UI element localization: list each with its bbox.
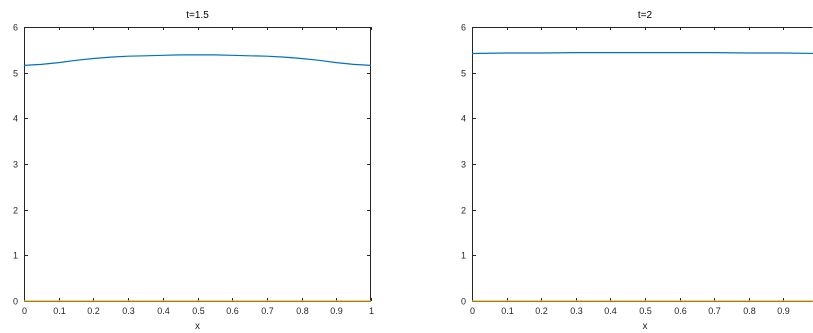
- x-tick-label: 0.8: [743, 306, 756, 316]
- y-tick-label: 3: [13, 160, 18, 170]
- x-tick-label: 0.2: [87, 306, 100, 316]
- x-tick-label: 0: [22, 306, 27, 316]
- y-tick-label: 0: [461, 297, 466, 307]
- y-tick-label: 1: [13, 251, 18, 261]
- x-tick-label: 0.9: [777, 306, 790, 316]
- y-tick-label: 4: [461, 114, 466, 124]
- x-tick-label: 0.5: [639, 306, 652, 316]
- x-tick-label: 0.4: [157, 306, 170, 316]
- series-group: [472, 51, 813, 302]
- x-tick-label: 0.9: [330, 306, 343, 316]
- x-axis-label: x: [643, 321, 648, 332]
- chart-title: t=1.5: [186, 10, 209, 21]
- y-tick-label: 6: [13, 23, 18, 33]
- x-ticks: 0 0.1 0.2 0.3 0.4 0.5 0.6 0.7 0.8 0.9 1: [22, 27, 374, 316]
- y-tick-label: 1: [461, 251, 466, 261]
- y-ticks: 0 1 2 3 4 5 6: [461, 23, 476, 307]
- x-tick-label: 0: [470, 306, 475, 316]
- series-line-1: [472, 51, 813, 55]
- y-tick-label: 4: [13, 114, 18, 124]
- chart-title: t=2: [638, 10, 653, 21]
- x-tick-label: 0.6: [226, 306, 239, 316]
- series-group: [24, 54, 371, 302]
- y-tick-label: 2: [13, 206, 18, 216]
- x-tick-label: 1: [369, 306, 374, 316]
- x-tick-label: 0.5: [192, 306, 205, 316]
- x-ticks: 0 0.1 0.2 0.3 0.4 0.5 0.6 0.7 0.8 0.9: [470, 27, 790, 316]
- x-tick-label: 0.4: [604, 306, 617, 316]
- y-tick-label: 0: [13, 297, 18, 307]
- x-tick-label: 0.1: [501, 306, 514, 316]
- x-tick-label: 0.1: [53, 306, 66, 316]
- x-tick-label: 0.7: [708, 306, 721, 316]
- chart-panel-1: 0 1 2 3 4 5 6 0 0.1 0.2 0.3 0.4 0.5 0.6 0.7 0.8 0.9 1 t=1.…: [13, 10, 374, 332]
- y-tick-label: 3: [461, 160, 466, 170]
- x-tick-label: 0.7: [261, 306, 274, 316]
- y-tick-label: 6: [461, 23, 466, 33]
- series-line-1: [24, 54, 371, 66]
- y-tick-label: 5: [461, 69, 466, 79]
- x-axis-label: x: [195, 321, 200, 332]
- chart-panel-2: 0 1 2 3 4 5 6 0 0.1 0.2 0.3 0.4 0.5 0.6 0.7 0.8 0.9 t=2 x: [461, 10, 813, 332]
- y-tick-label: 5: [13, 69, 18, 79]
- x-tick-label: 0.3: [570, 306, 583, 316]
- x-tick-label: 0.2: [535, 306, 548, 316]
- x-tick-label: 0.8: [296, 306, 309, 316]
- x-tick-label: 0.3: [122, 306, 135, 316]
- y-tick-label: 2: [461, 206, 466, 216]
- x-tick-label: 0.6: [674, 306, 687, 316]
